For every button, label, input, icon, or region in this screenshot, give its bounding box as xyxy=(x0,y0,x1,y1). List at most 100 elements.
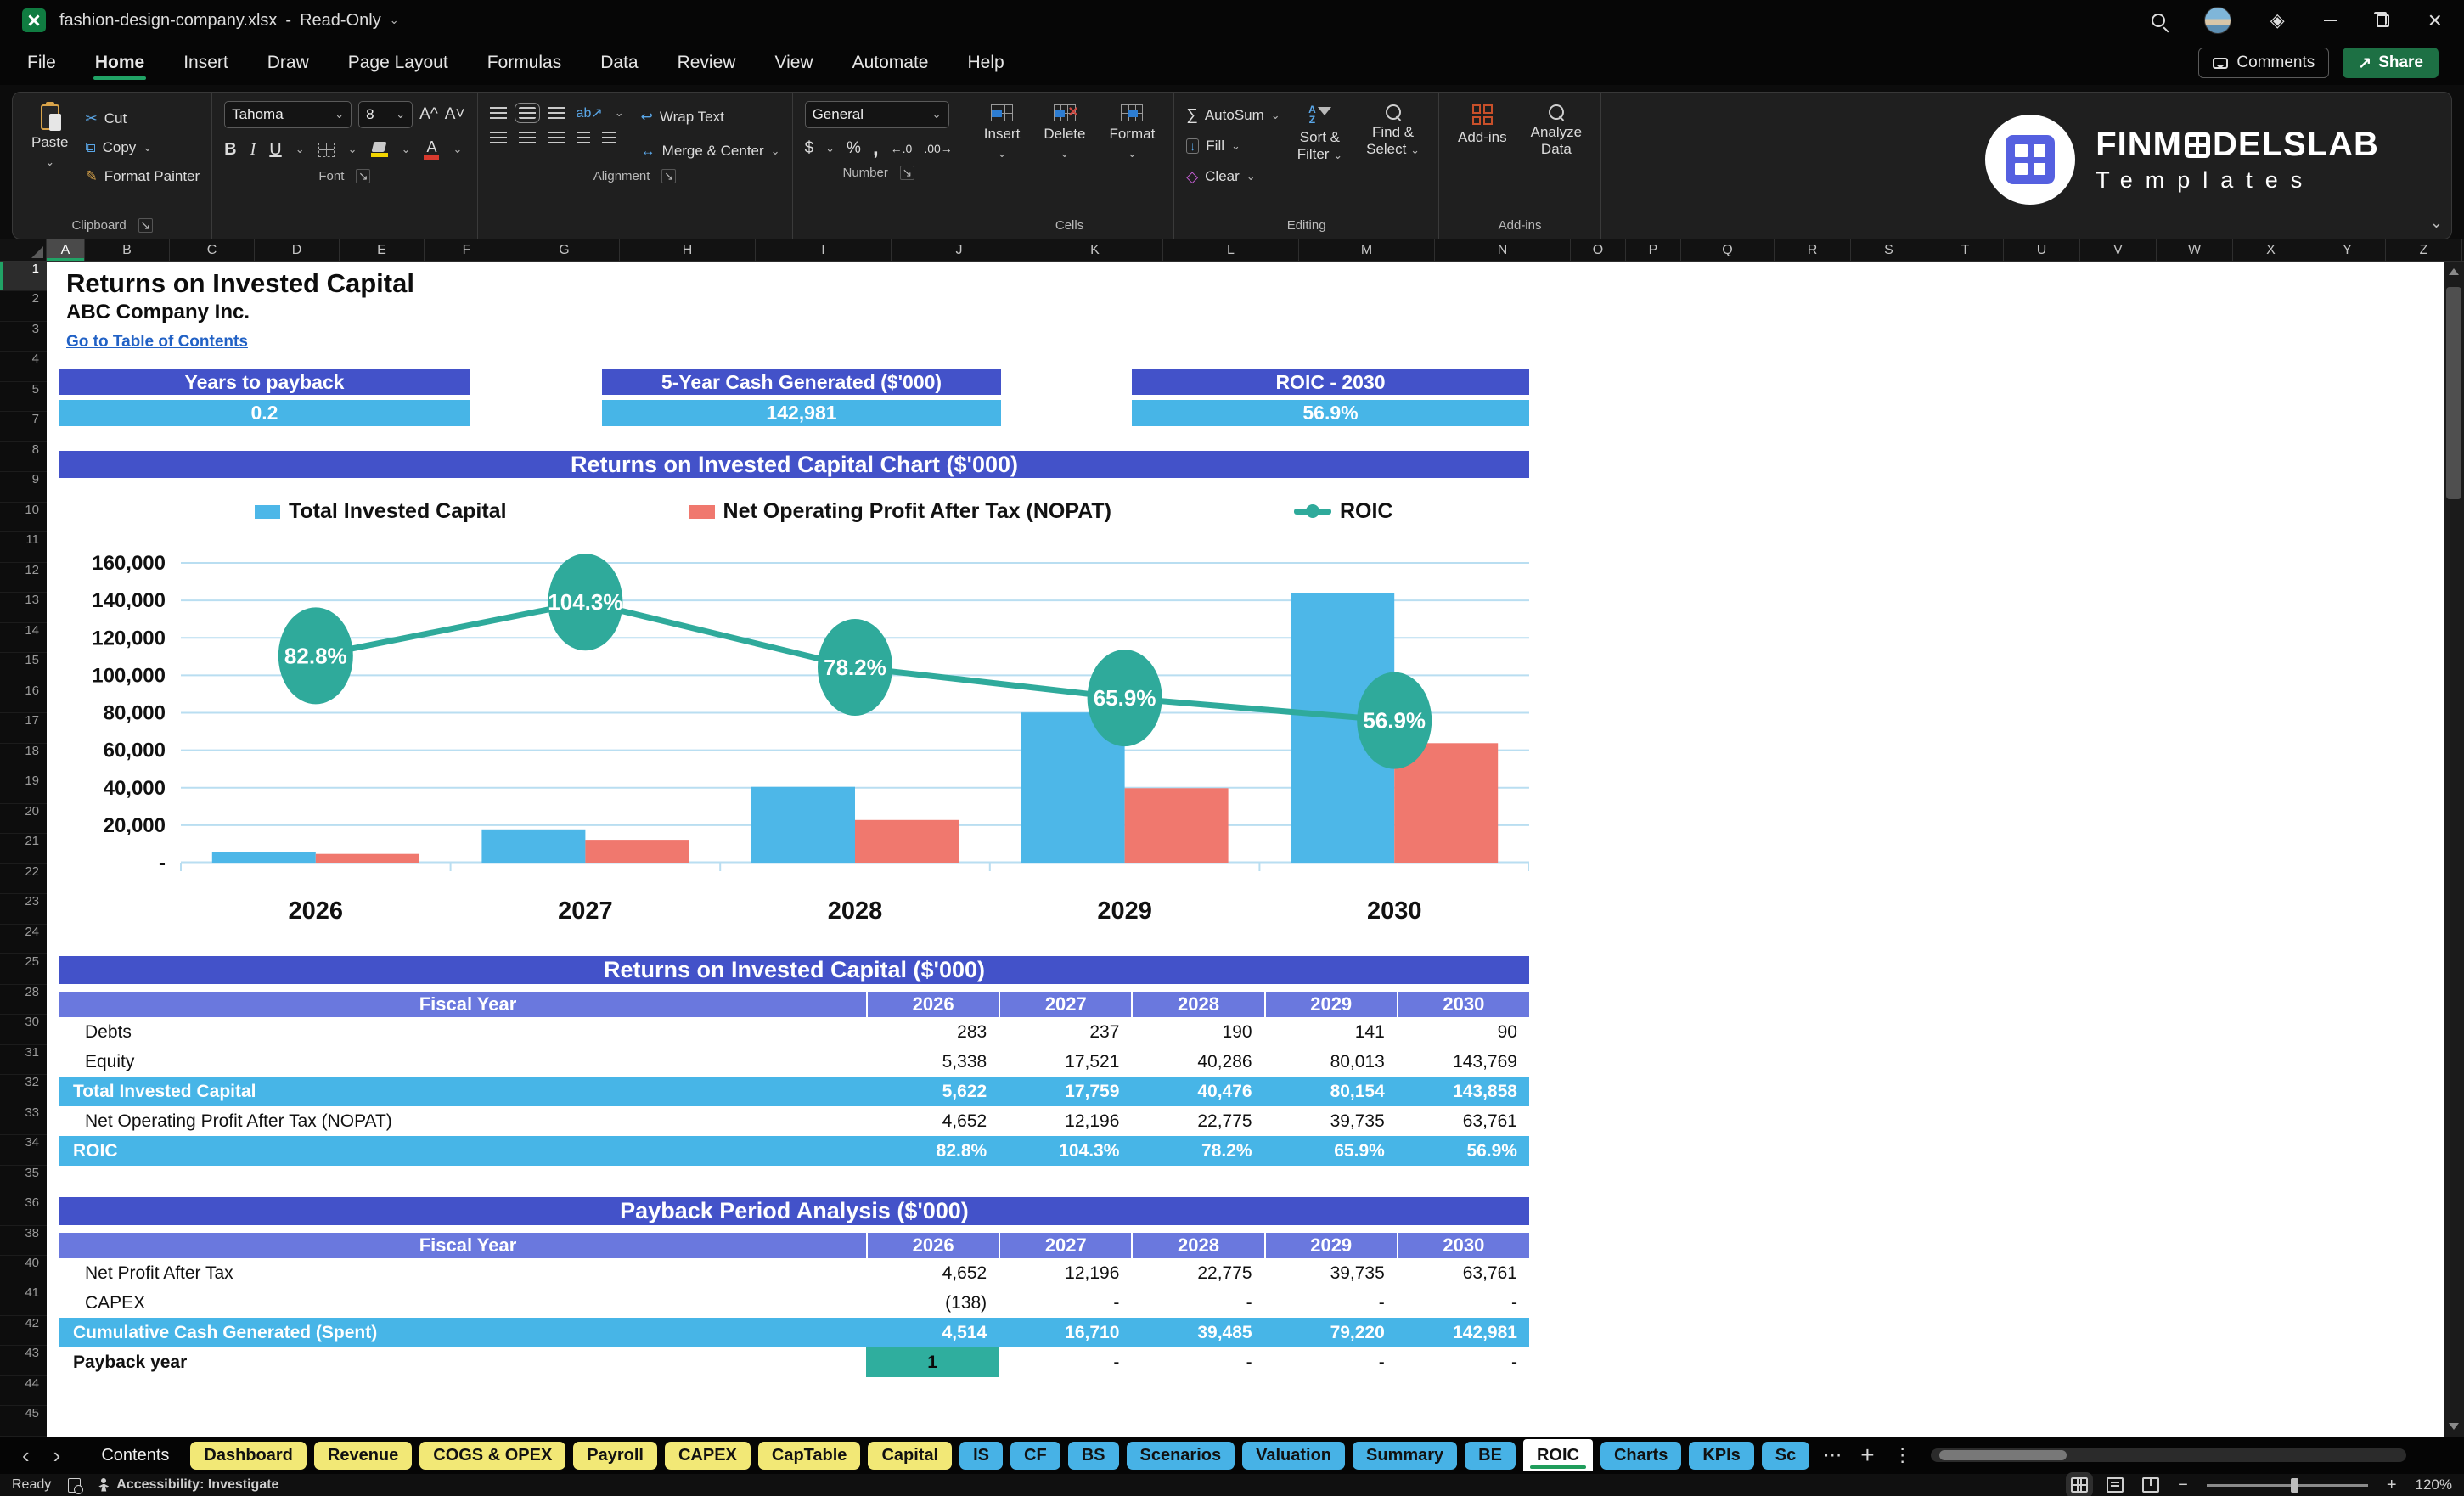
row-header-33[interactable]: 33 xyxy=(0,1105,47,1136)
vertical-scrollbar-thumb[interactable] xyxy=(2446,287,2461,499)
fill-color-button[interactable] xyxy=(370,142,388,157)
row-header-34[interactable]: 34 xyxy=(0,1135,47,1166)
row-header-32[interactable]: 32 xyxy=(0,1075,47,1105)
minimize-button[interactable] xyxy=(2323,20,2337,21)
align-left-button[interactable] xyxy=(489,132,507,143)
sheet-tab-bs[interactable]: BS xyxy=(1067,1441,1119,1470)
sheet-tab-is[interactable]: IS xyxy=(959,1441,1004,1470)
alignment-dialog-launcher[interactable]: ↘ xyxy=(661,168,677,183)
column-header-V[interactable]: V xyxy=(2080,239,2157,261)
row-header-21[interactable]: 21 xyxy=(0,834,47,864)
menu-tab-page-layout[interactable]: Page Layout xyxy=(347,53,448,72)
menu-tab-data[interactable]: Data xyxy=(600,53,639,72)
column-header-E[interactable]: E xyxy=(340,239,425,261)
zoom-slider-thumb[interactable] xyxy=(2290,1477,2298,1493)
sheet-tab-captable[interactable]: CapTable xyxy=(757,1441,861,1470)
row-header-45[interactable]: 45 xyxy=(0,1406,47,1437)
row-header-38[interactable]: 38 xyxy=(0,1226,47,1256)
row-header-23[interactable]: 23 xyxy=(0,894,47,925)
row-header-20[interactable]: 20 xyxy=(0,804,47,835)
format-painter-button[interactable]: ✎ Format Painter xyxy=(85,168,200,184)
row-header-9[interactable]: 9 xyxy=(0,472,47,503)
italic-button[interactable]: I xyxy=(250,139,256,159)
zoom-slider[interactable] xyxy=(2206,1477,2368,1493)
column-header-Q[interactable]: Q xyxy=(1681,239,1775,261)
analyze-data-button[interactable]: Analyze Data xyxy=(1524,101,1589,162)
zoom-out-button[interactable]: − xyxy=(2178,1476,2188,1494)
share-button[interactable]: ↗ Share xyxy=(2343,48,2439,78)
font-name-select[interactable]: Tahoma ⌄ xyxy=(224,101,352,128)
row-header-30[interactable]: 30 xyxy=(0,1015,47,1045)
row-header-17[interactable]: 17 xyxy=(0,713,47,744)
row-header-28[interactable]: 28 xyxy=(0,985,47,1015)
column-header-P[interactable]: P xyxy=(1626,239,1681,261)
orientation-button[interactable]: ab↗ xyxy=(576,106,603,121)
copy-button[interactable]: ⧉ Copy ⌄ xyxy=(85,139,153,155)
menu-tab-draw[interactable]: Draw xyxy=(267,53,309,72)
borders-button[interactable] xyxy=(318,142,335,157)
menu-tab-automate[interactable]: Automate xyxy=(852,53,929,72)
column-header-C[interactable]: C xyxy=(170,239,255,261)
column-header-U[interactable]: U xyxy=(2004,239,2080,261)
zoom-level[interactable]: 120% xyxy=(2415,1476,2452,1493)
column-header-Y[interactable]: Y xyxy=(2309,239,2386,261)
row-header-44[interactable]: 44 xyxy=(0,1376,47,1407)
sheet-tab-valuation[interactable]: Valuation xyxy=(1242,1441,1346,1470)
avatar[interactable] xyxy=(2203,7,2231,34)
page-break-view-button[interactable] xyxy=(2142,1477,2160,1493)
align-bottom-button[interactable] xyxy=(547,107,565,119)
row-header-31[interactable]: 31 xyxy=(0,1045,47,1076)
row-header-14[interactable]: 14 xyxy=(0,623,47,654)
font-size-select[interactable]: 8 ⌄ xyxy=(358,101,413,128)
row-header-22[interactable]: 22 xyxy=(0,864,47,895)
new-sheet-button[interactable]: + xyxy=(1860,1442,1875,1468)
sheet-tab-capital[interactable]: Capital xyxy=(868,1441,953,1470)
row-header-7[interactable]: 7 xyxy=(0,412,47,442)
increase-indent-button[interactable] xyxy=(601,132,616,143)
column-header-N[interactable]: N xyxy=(1435,239,1571,261)
row-header-35[interactable]: 35 xyxy=(0,1166,47,1196)
merge-center-button[interactable]: ↔ Merge & Center ⌄ xyxy=(640,143,780,159)
decrease-indent-button[interactable] xyxy=(576,132,590,143)
row-header-19[interactable]: 19 xyxy=(0,773,47,804)
sheet-tab-charts[interactable]: Charts xyxy=(1600,1441,1682,1470)
column-header-O[interactable]: O xyxy=(1571,239,1626,261)
premium-diamond-icon[interactable]: ◈ xyxy=(2270,9,2285,31)
menu-tab-formulas[interactable]: Formulas xyxy=(487,53,562,72)
addins-button[interactable]: Add-ins xyxy=(1451,101,1514,149)
font-dialog-launcher[interactable]: ↘ xyxy=(356,168,371,183)
row-header-40[interactable]: 40 xyxy=(0,1256,47,1286)
row-header-24[interactable]: 24 xyxy=(0,925,47,955)
number-format-select[interactable]: General ⌄ xyxy=(804,101,949,128)
row-header-8[interactable]: 8 xyxy=(0,442,47,473)
wrap-text-button[interactable]: ↩ Wrap Text xyxy=(640,109,724,125)
menu-tab-insert[interactable]: Insert xyxy=(183,53,228,72)
sheet-tab-dashboard[interactable]: Dashboard xyxy=(190,1441,307,1470)
collapse-ribbon-button[interactable]: ⌄ xyxy=(2429,214,2443,231)
font-color-button[interactable]: A xyxy=(424,139,440,160)
comments-button[interactable]: Comments xyxy=(2198,48,2330,78)
sheet-tab-payroll[interactable]: Payroll xyxy=(573,1441,657,1470)
autosum-button[interactable]: ∑ AutoSum ⌄ xyxy=(1186,106,1280,124)
prev-sheet-button[interactable]: ‹ xyxy=(22,1443,30,1468)
align-middle-button[interactable] xyxy=(514,103,540,123)
sheet-tab-roic[interactable]: ROIC xyxy=(1522,1439,1593,1471)
sheet-options-button[interactable]: ⋮ xyxy=(1893,1444,1912,1465)
column-header-F[interactable]: F xyxy=(425,239,509,261)
insert-cells-button[interactable]: Insert ⌄ xyxy=(977,101,1027,164)
sheet-tab-cogs-opex[interactable]: COGS & OPEX xyxy=(419,1441,566,1470)
number-dialog-launcher[interactable]: ↘ xyxy=(899,165,914,180)
sheet-tab-cf[interactable]: CF xyxy=(1010,1441,1060,1470)
column-header-J[interactable]: J xyxy=(892,239,1027,261)
row-header-15[interactable]: 15 xyxy=(0,653,47,683)
row-header-1[interactable]: 1 xyxy=(0,262,47,292)
row-header-43[interactable]: 43 xyxy=(0,1346,47,1376)
row-header-36[interactable]: 36 xyxy=(0,1195,47,1226)
column-header-H[interactable]: H xyxy=(620,239,756,261)
currency-button[interactable]: $ xyxy=(804,139,814,157)
sheet-tab-sc[interactable]: Sc xyxy=(1761,1441,1810,1470)
fill-button[interactable]: ↓ Fill ⌄ xyxy=(1186,133,1280,159)
delete-cells-button[interactable]: × Delete ⌄ xyxy=(1044,103,1086,160)
align-top-button[interactable] xyxy=(489,107,507,119)
